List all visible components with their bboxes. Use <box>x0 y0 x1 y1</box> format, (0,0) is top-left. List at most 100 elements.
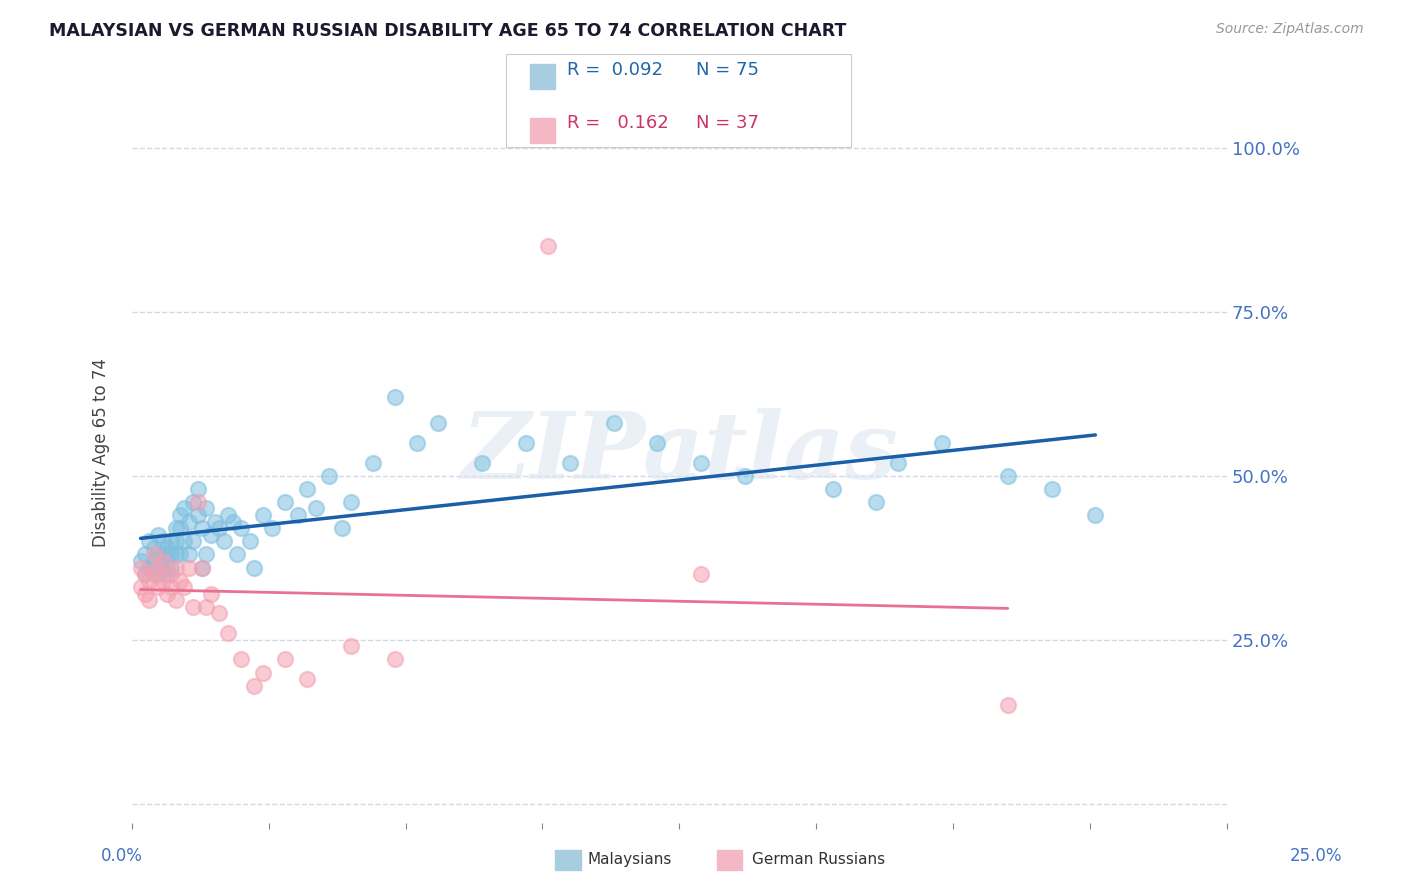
Point <box>146 580 169 594</box>
Point <box>169 521 191 535</box>
Point <box>217 508 239 522</box>
Point <box>274 495 297 509</box>
Point <box>200 587 222 601</box>
Point <box>165 593 187 607</box>
Point <box>471 456 494 470</box>
Point <box>165 534 187 549</box>
Point <box>384 390 406 404</box>
Point <box>129 560 152 574</box>
Point <box>129 580 152 594</box>
Point <box>152 548 174 562</box>
Point <box>142 548 165 562</box>
Point <box>177 560 200 574</box>
Point <box>134 587 156 601</box>
Point <box>181 534 204 549</box>
Point <box>252 508 274 522</box>
Point <box>142 560 165 574</box>
Point <box>187 495 209 509</box>
Point <box>142 554 165 568</box>
Point <box>260 521 283 535</box>
Point <box>165 548 187 562</box>
Point <box>200 527 222 541</box>
Text: R =   0.162: R = 0.162 <box>567 114 668 132</box>
Point <box>187 508 209 522</box>
Point <box>295 672 318 686</box>
Point <box>330 521 353 535</box>
Point <box>138 534 160 549</box>
Point <box>134 567 156 582</box>
Text: ZIPatlas: ZIPatlas <box>461 408 898 498</box>
Point <box>195 501 218 516</box>
Point <box>152 560 174 574</box>
Point <box>181 495 204 509</box>
Point <box>191 560 214 574</box>
Point <box>160 548 183 562</box>
Point <box>156 541 179 555</box>
Point <box>138 560 160 574</box>
Point <box>152 534 174 549</box>
Point <box>181 599 204 614</box>
Point <box>647 435 669 450</box>
Point <box>602 416 624 430</box>
Point <box>173 580 195 594</box>
Point <box>212 534 235 549</box>
Point <box>558 456 581 470</box>
Point <box>195 548 218 562</box>
Point <box>821 482 844 496</box>
Point <box>152 574 174 588</box>
Point <box>252 665 274 680</box>
Point <box>361 456 384 470</box>
Point <box>305 501 328 516</box>
Point <box>931 435 953 450</box>
Point <box>734 468 756 483</box>
Point <box>156 554 179 568</box>
Text: N = 75: N = 75 <box>696 61 759 78</box>
Point <box>427 416 450 430</box>
Point <box>295 482 318 496</box>
Point <box>221 515 243 529</box>
Point <box>146 527 169 541</box>
Text: 0.0%: 0.0% <box>101 847 143 865</box>
Point <box>160 560 183 574</box>
Point <box>243 679 266 693</box>
Text: N = 37: N = 37 <box>696 114 759 132</box>
Point <box>239 534 262 549</box>
Point <box>138 574 160 588</box>
Point <box>195 599 218 614</box>
Point <box>340 495 363 509</box>
Point <box>243 560 266 574</box>
Point <box>177 548 200 562</box>
Text: German Russians: German Russians <box>752 853 886 867</box>
Point <box>384 652 406 666</box>
Point <box>537 239 560 253</box>
Point <box>156 587 179 601</box>
Text: 25.0%: 25.0% <box>1291 847 1343 865</box>
Point <box>165 521 187 535</box>
Point <box>129 554 152 568</box>
Point <box>165 560 187 574</box>
Point <box>169 508 191 522</box>
Point <box>134 548 156 562</box>
Point <box>231 521 253 535</box>
Point <box>865 495 887 509</box>
Point <box>134 567 156 582</box>
Point <box>160 534 183 549</box>
Point <box>231 652 253 666</box>
Point <box>146 567 169 582</box>
Point <box>146 548 169 562</box>
Point <box>226 548 249 562</box>
Point <box>142 541 165 555</box>
Point <box>204 515 226 529</box>
Point <box>191 521 214 535</box>
Point <box>156 567 179 582</box>
Point <box>208 521 231 535</box>
Text: R =  0.092: R = 0.092 <box>567 61 662 78</box>
Point <box>173 501 195 516</box>
Point <box>208 607 231 621</box>
Point <box>997 468 1019 483</box>
Point <box>1084 508 1107 522</box>
Point <box>690 567 713 582</box>
Point <box>1040 482 1063 496</box>
Point <box>997 698 1019 713</box>
Point <box>887 456 910 470</box>
